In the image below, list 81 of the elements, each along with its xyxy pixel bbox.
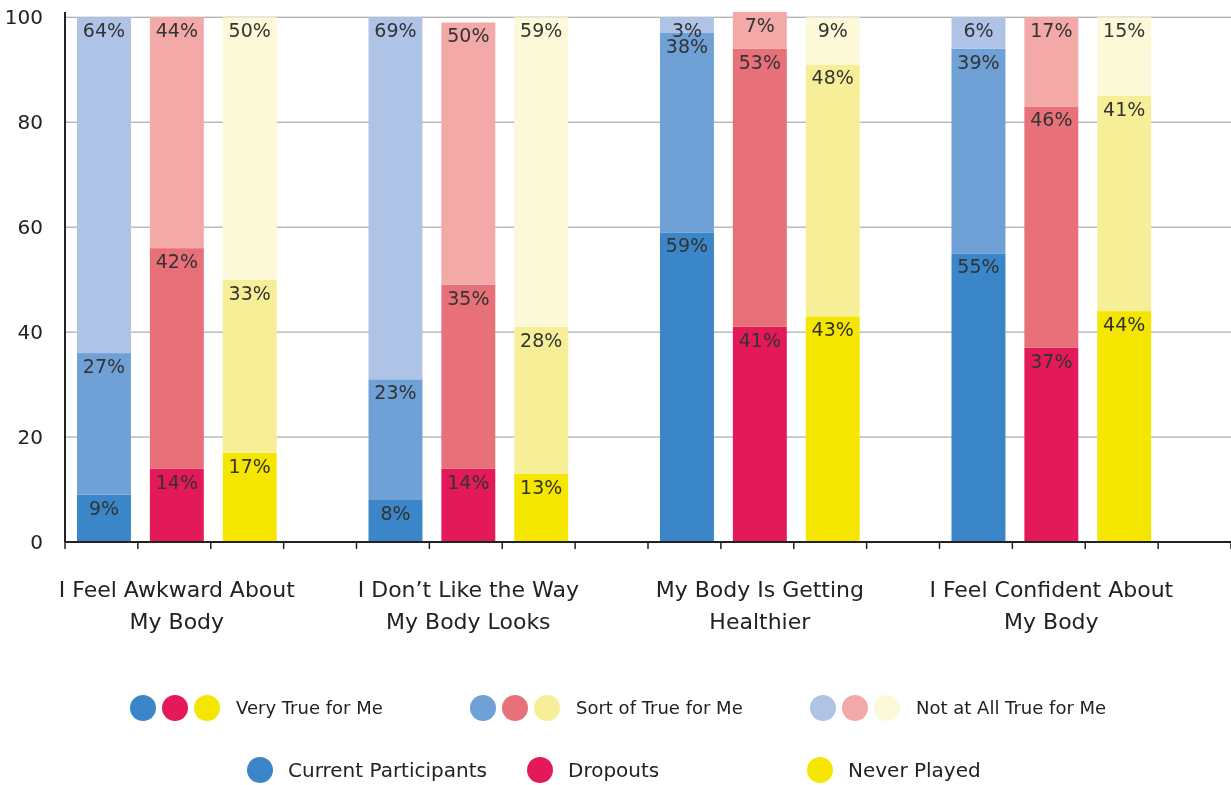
- data-label: 41%: [1103, 97, 1146, 120]
- bar: [1097, 95, 1152, 312]
- data-label: 9%: [817, 19, 848, 42]
- text: I Feel Awkward About My Body: [58, 577, 296, 634]
- data-label: 14%: [155, 470, 198, 493]
- data-label: 44%: [155, 19, 198, 42]
- data-label: 48%: [811, 66, 854, 89]
- bar: [805, 64, 860, 317]
- bar: [514, 326, 569, 474]
- bar: [805, 17, 860, 65]
- bar: [1024, 347, 1079, 542]
- bar: [732, 12, 787, 49]
- legend-label: Very True for Me: [236, 697, 383, 719]
- bar: [441, 468, 496, 542]
- bar: [732, 326, 787, 542]
- data-label: 41%: [738, 328, 781, 351]
- bar: [441, 22, 496, 285]
- bar: [1024, 17, 1079, 107]
- bar: [1024, 106, 1079, 348]
- bar: [951, 48, 1006, 254]
- y-tick-label: 100: [4, 5, 43, 30]
- bar: [1097, 17, 1152, 96]
- text: I Don’t Like the Way My Body Looks: [357, 577, 579, 634]
- bar: [951, 253, 1006, 542]
- data-label: 35%: [447, 286, 490, 309]
- y-tick-label: 0: [30, 530, 43, 554]
- data-label: 28%: [520, 328, 563, 351]
- legend-label: Sort of True for Me: [576, 697, 743, 719]
- bar: [222, 452, 277, 542]
- bar: [732, 48, 787, 327]
- text: Dropouts: [568, 758, 660, 782]
- data-label: 17%: [1030, 19, 1073, 42]
- bar: [222, 17, 277, 280]
- text: Current Participants: [288, 758, 487, 782]
- y-tick-label: 80: [17, 110, 43, 135]
- data-label: 59%: [665, 234, 709, 257]
- data-label: 14%: [447, 470, 490, 493]
- data-label: 9%: [88, 496, 120, 519]
- data-label: 59%: [520, 19, 563, 42]
- data-label: 33%: [228, 281, 271, 304]
- bar: [149, 17, 204, 249]
- data-label: 55%: [957, 255, 1000, 278]
- bar: [660, 232, 714, 542]
- bar: [514, 17, 569, 327]
- text: I Feel Confident About My Body: [929, 577, 1174, 634]
- data-label: 15%: [1103, 19, 1146, 42]
- data-label: 39%: [957, 50, 1000, 73]
- data-label: 43%: [811, 318, 854, 341]
- bar: [368, 17, 423, 380]
- bar: [805, 316, 860, 542]
- bar: [77, 17, 131, 354]
- y-tick-label: 60: [17, 215, 43, 240]
- text: My Body Is Getting Healthier: [655, 577, 864, 634]
- data-label: 46%: [1030, 108, 1073, 131]
- data-label: 17%: [228, 454, 271, 477]
- data-label: 50%: [447, 24, 490, 47]
- data-label: 69%: [374, 19, 417, 42]
- data-label: 27%: [82, 355, 126, 378]
- data-label: 50%: [228, 19, 271, 42]
- y-tick-label: 20: [17, 425, 43, 450]
- bar: [149, 248, 204, 469]
- bar: [368, 379, 423, 501]
- data-label: 13%: [520, 475, 563, 498]
- data-label: 42%: [155, 250, 198, 273]
- bar: [1097, 311, 1152, 542]
- data-label: 6%: [963, 19, 994, 42]
- bar: [222, 279, 277, 453]
- bar: [514, 473, 569, 542]
- legend-label: Not at All True for Me: [916, 697, 1107, 719]
- data-label: 44%: [1103, 313, 1146, 336]
- bar: [149, 468, 204, 542]
- data-label: 8%: [380, 502, 411, 525]
- data-label: 37%: [1030, 349, 1073, 372]
- data-label: 23%: [374, 381, 417, 404]
- data-label: 53%: [738, 50, 781, 73]
- bar: [77, 353, 131, 495]
- text: Never Played: [848, 758, 981, 782]
- data-label: 64%: [82, 19, 126, 42]
- data-label: 7%: [744, 14, 775, 36]
- bar: [441, 284, 496, 469]
- y-tick-label: 40: [17, 320, 43, 345]
